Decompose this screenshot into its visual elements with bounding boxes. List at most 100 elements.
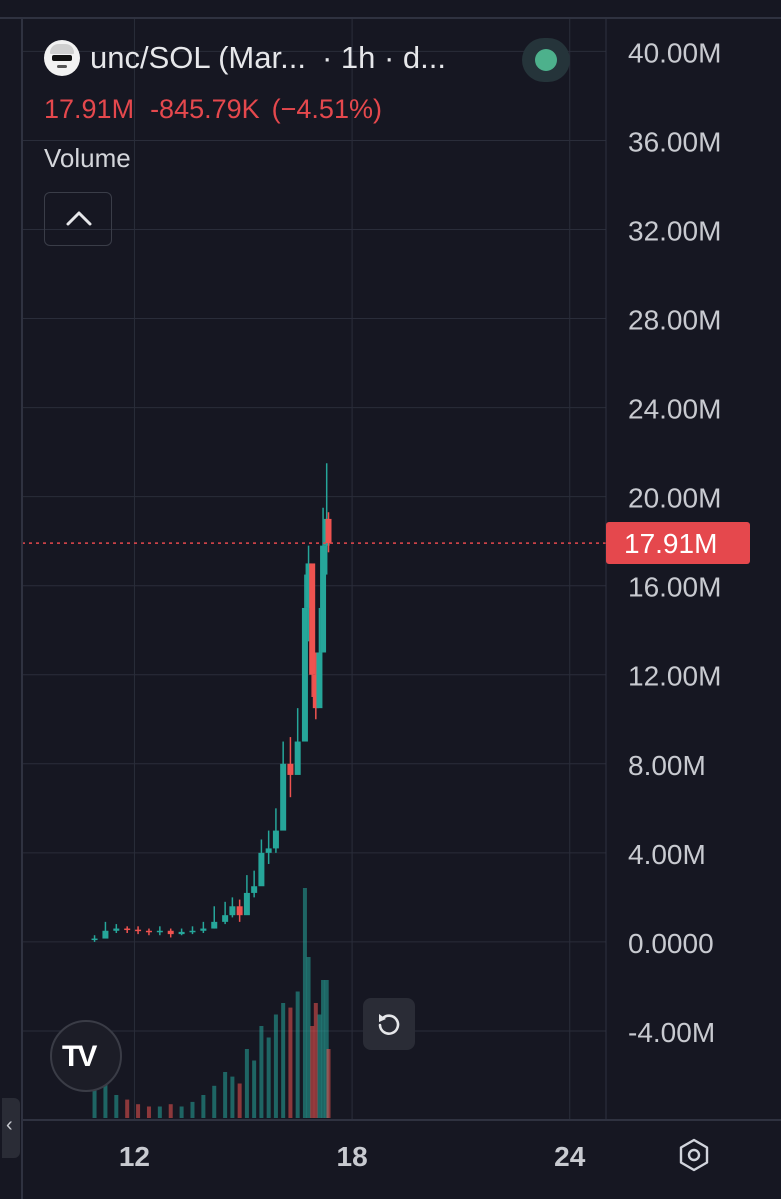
y-tick-label: 40.00M [628, 37, 721, 68]
volume-bar [157, 1106, 162, 1118]
rotate-ccw-icon [378, 1014, 400, 1035]
y-tick-label: 8.00M [628, 750, 706, 781]
live-status-badge [522, 38, 570, 82]
symbol-legend[interactable]: unc/SOL (Mar... · 1h · d... [44, 40, 446, 76]
interval-text: · 1h · d... [321, 40, 446, 75]
candles [91, 463, 332, 942]
x-axis-ticks: 12 18 24 [119, 1141, 586, 1172]
quote-row: 17.91M -845.79K (−4.51%) [44, 94, 382, 125]
candle-body [312, 674, 319, 709]
y-tick-label: 20.00M [628, 483, 721, 514]
volume-bar [212, 1085, 217, 1118]
candle-body [272, 830, 279, 849]
y-tick-label: 28.00M [628, 305, 721, 336]
candle-body [200, 928, 207, 931]
volume-bar [201, 1095, 206, 1118]
volume-bar [306, 957, 311, 1118]
candle-body [178, 931, 185, 935]
volume-bar [310, 1026, 315, 1118]
volume-bars [92, 888, 331, 1118]
candle-body [258, 852, 265, 887]
volume-bar [168, 1104, 173, 1118]
candle-body [294, 741, 301, 775]
y-tick-label: -4.00M [628, 1017, 715, 1048]
logo-text: TV [62, 1040, 97, 1073]
volume-bar [244, 1049, 249, 1118]
volume-bar [146, 1106, 151, 1118]
horizontal-gridlines [22, 50, 606, 1032]
volume-bar [288, 1007, 293, 1118]
last-price-badge-text: 17.91M [624, 528, 718, 560]
y-tick-label: 4.00M [628, 839, 706, 870]
volume-bar [321, 980, 326, 1118]
candle-body [280, 763, 287, 831]
volume-indicator-label[interactable]: Volume [44, 143, 131, 173]
x-tick-label: 18 [337, 1141, 368, 1172]
tradingview-logo-icon[interactable]: TV [50, 1020, 122, 1092]
chart-settings-button[interactable] [676, 1137, 712, 1173]
candle-body [325, 518, 332, 544]
y-tick-label: 12.00M [628, 661, 721, 692]
x-tick-label: 24 [554, 1141, 586, 1172]
side-panel-toggle[interactable]: ‹ [2, 1098, 20, 1158]
volume-bar [92, 1072, 97, 1118]
volume-bar [125, 1099, 130, 1118]
candle-body [222, 915, 229, 922]
candle-body [287, 763, 294, 775]
candle-body [243, 892, 250, 916]
y-tick-label: 36.00M [628, 126, 721, 157]
volume-bar [114, 1095, 119, 1118]
candle-body [309, 563, 316, 675]
volume-bar [302, 888, 307, 1118]
y-tick-label: 0.0000 [628, 928, 714, 959]
candle-body [124, 928, 131, 931]
volume-bar [103, 1083, 108, 1118]
volume-bar [266, 1037, 271, 1118]
reset-chart-button[interactable] [363, 998, 415, 1050]
candle-body [189, 930, 196, 933]
candle-body [320, 545, 327, 653]
last-price-badge: 17.91M [606, 522, 750, 565]
volume-bar [273, 1014, 278, 1118]
vertical-gridlines [133, 18, 571, 1120]
volume-bar [313, 1003, 318, 1118]
candle-body [251, 886, 258, 893]
x-tick-label: 12 [119, 1141, 150, 1172]
candle-body [113, 928, 120, 931]
candle-body [301, 607, 308, 742]
y-tick-label: 24.00M [628, 394, 721, 425]
candle-body [145, 930, 152, 933]
volume-bar [281, 1003, 286, 1118]
candle-body [91, 938, 98, 941]
volume-bar [136, 1104, 141, 1118]
candle-body [135, 929, 142, 932]
candle-body [167, 930, 174, 935]
volume-bar [230, 1076, 235, 1118]
change-value: -845.79K [150, 94, 260, 124]
volume-bar [295, 991, 300, 1118]
candle-body [316, 652, 323, 709]
volume-bar [223, 1072, 228, 1118]
volume-bar [190, 1101, 195, 1118]
y-axis-ticks: 40.00M 36.00M 32.00M 28.00M 24.00M 20.00M 16.0… [628, 37, 721, 1048]
candle-body [102, 930, 109, 939]
volume-bar [317, 1014, 322, 1118]
symbol-title: unc/SOL (Mar... [90, 40, 306, 75]
chevron-left-icon: ‹ [6, 1114, 13, 1136]
candle-body [229, 906, 236, 916]
last-value: 17.91M [44, 94, 135, 124]
y-tick-label: 32.00M [628, 215, 721, 246]
coin-avatar-icon [44, 40, 80, 76]
volume-bar [179, 1106, 184, 1118]
volume-bar [259, 1026, 264, 1118]
volume-bar [237, 1083, 242, 1118]
volume-bar [252, 1060, 257, 1118]
candle-body [236, 906, 243, 916]
volume-bar [326, 1049, 331, 1118]
candle-body [265, 848, 272, 853]
collapse-legend-button[interactable] [44, 192, 112, 246]
chevron-up-icon [66, 211, 92, 226]
change-percent: (−4.51%) [271, 94, 382, 124]
candle-body [211, 921, 218, 929]
